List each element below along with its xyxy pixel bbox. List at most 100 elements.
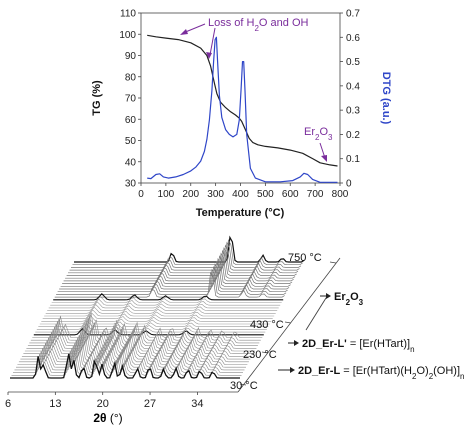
y2-tick-label: 0.6 [346, 33, 360, 44]
xrd-pattern-line [68, 247, 299, 274]
xrd-pattern-line [27, 321, 258, 346]
y2-tick-label: 0.7 [346, 9, 360, 20]
x-tick-label: 100 [158, 189, 175, 200]
xrd-pattern-line [36, 322, 267, 330]
xrd-pattern-line [59, 263, 290, 290]
phase-label-er-lprime: 2D_Er-L' = [Er(HTart)]n [302, 338, 415, 354]
xrd-pattern-line [21, 332, 252, 357]
xrd-pattern-line [74, 235, 305, 263]
xrd-pattern-line [62, 257, 293, 284]
y2-tick-label: 0.3 [346, 106, 360, 117]
xrd-pattern-line [51, 296, 282, 303]
xrd-pattern-line [60, 260, 291, 287]
temperature-axis [237, 257, 341, 393]
y-axis-title: TG (%) [91, 80, 103, 116]
xrd-pattern-line [17, 340, 248, 365]
xrd-pattern-line [26, 324, 257, 349]
phase-arrowhead-er-lprime [294, 340, 299, 346]
phase-label-er-l: 2D_Er-L = [Er(HTart)(H2O)2(OH)]n [298, 365, 464, 381]
y2-tick-label: 0.1 [346, 154, 360, 165]
tg-dtg-chart: 0 100 200 300 400 500 600 700 800 30 40 50 60 70 80 90… [91, 9, 392, 220]
temp-tick-230 [261, 351, 269, 354]
xrd-pattern-line [14, 345, 245, 371]
xrd-pattern-line [41, 314, 272, 322]
xrd-x-axis-title: 2θ (°) [93, 411, 122, 425]
xrd-pattern-line [38, 320, 269, 328]
y-tick-label: 90 [125, 51, 137, 62]
temp-tick-750 [329, 261, 337, 264]
y2-tick-label: 0.2 [346, 130, 360, 141]
y2-tick-label: 0.5 [346, 57, 360, 68]
temp-tick-30 [239, 383, 247, 386]
xrd-pattern-line [44, 309, 275, 317]
temp-label-430: 430 °C [250, 319, 284, 331]
xrd-x-tick-label: 27 [144, 398, 156, 410]
xrd-pattern-line [35, 325, 266, 333]
xrd-x-tick-label: 6 [5, 398, 11, 410]
xrd-pattern-line [33, 328, 264, 336]
annotation-er2o3: Er2O3 [304, 126, 333, 142]
y-tick-label: 60 [125, 115, 137, 126]
xrd-pattern-line [32, 313, 263, 338]
annotation-arrowhead-water-2 [206, 52, 212, 59]
y-tick-label: 80 [125, 72, 137, 83]
phase-arrowhead-er2o3 [326, 293, 331, 299]
x-tick-label: 200 [182, 189, 199, 200]
x-tick-label: 0 [138, 189, 144, 200]
xrd-pattern-line [66, 249, 297, 276]
x-axis-title: Temperature (°C) [196, 207, 285, 219]
xrd-pattern-line [63, 255, 294, 282]
y-tick-label: 110 [120, 9, 136, 20]
y-tick-label: 100 [119, 30, 136, 41]
y2-axis-title: DTG (a.u.) [380, 72, 392, 125]
annotation-arrow-water-2 [209, 27, 216, 56]
temp-label-750: 750 °C [288, 252, 322, 264]
x-tick-label: 300 [207, 189, 224, 200]
xrd-pattern-line [53, 293, 284, 301]
x-tick-label: 800 [332, 189, 349, 200]
x-tick-label: 400 [232, 189, 249, 200]
x-tick-label: 600 [282, 189, 299, 200]
x-tick-label: 700 [307, 189, 324, 200]
phase-label-er2o3: Er2O3 [334, 291, 364, 307]
xrd-pattern-line [69, 244, 300, 271]
annotation-water-loss: Loss of H2O and OH [208, 17, 308, 33]
xrd-pattern-line [16, 342, 246, 368]
phase-arrowhead-er-l [290, 367, 295, 373]
xrd-x-tick-label: 20 [97, 398, 109, 410]
xrd-x-tick-label: 34 [191, 398, 203, 410]
xrd-pattern-line [29, 318, 260, 344]
xrd-pattern-line [13, 348, 243, 373]
xrd-pattern-line [10, 353, 240, 379]
y-tick-label: 40 [125, 157, 137, 168]
xrd-pattern-line [18, 337, 249, 363]
xrd-pattern-line [23, 329, 254, 355]
xrd-pattern-line [11, 351, 242, 376]
xrd-pattern-line [56, 268, 287, 295]
dtg-series-line [147, 36, 338, 183]
xrd-pattern-line [20, 334, 251, 360]
xrd-waterfall-chart: 6 13 20 27 34 2θ (°) 750 °C 430 °C 230 °C 30… [5, 235, 464, 425]
xrd-pattern-line [45, 306, 276, 314]
xrd-pattern-line [24, 326, 255, 352]
xrd-pattern-line [39, 317, 270, 325]
annotation-arrowhead-er2o3 [321, 155, 327, 162]
xrd-pattern-line [72, 238, 303, 266]
x-tick-label: 500 [257, 189, 274, 200]
xrd-pattern-line [48, 301, 279, 309]
temp-label-230: 230 °C [243, 349, 277, 361]
xrd-pattern-line [50, 298, 281, 306]
xrd-pattern-line [71, 241, 302, 268]
xrd-pattern-line [47, 304, 278, 311]
y-tick-label: 30 [125, 179, 137, 190]
xrd-pattern-line [65, 252, 296, 279]
temp-tick-430 [284, 321, 292, 324]
xrd-pattern-line [30, 315, 261, 341]
xrd-x-tick-label: 13 [49, 398, 61, 410]
y-tick-label: 50 [125, 136, 137, 147]
temp-label-30: 30 °C [230, 380, 258, 392]
y-tick-label: 70 [125, 94, 137, 105]
xrd-pattern-line [42, 312, 273, 320]
phase-bracket [305, 295, 331, 331]
